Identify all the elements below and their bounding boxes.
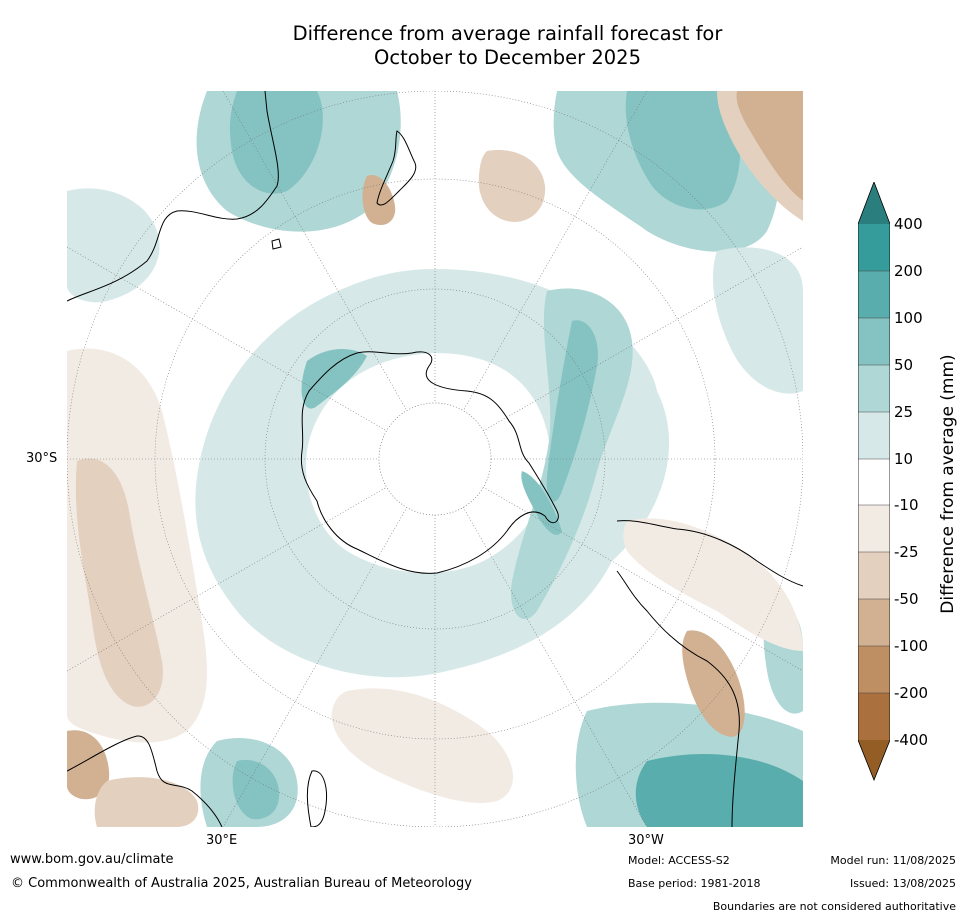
map-canvas	[67, 91, 803, 827]
anomaly-antarctic-coast-w	[301, 349, 367, 409]
colorbar-segment-100-200	[858, 271, 890, 318]
anomaly-dry-ne-corner	[736, 91, 803, 201]
tasmania-coastline	[271, 238, 282, 250]
colorbar-segment-neutral	[858, 459, 890, 505]
model-text: Model: ACCESS-S2	[628, 854, 730, 867]
longitude-label-east: 30°E	[206, 833, 238, 848]
colorbar-segment-m25-m10	[858, 505, 890, 552]
madagascar-coastline	[306, 770, 327, 827]
africa-coastline	[67, 735, 223, 827]
colorbar-segment-m400-m200	[858, 693, 890, 740]
anomaly-dry-tasman	[478, 150, 546, 222]
anomaly-core-atlantic	[546, 320, 598, 502]
latitude-label: 30°S	[26, 451, 58, 466]
copyright-text: © Commonwealth of Australia 2025, Austra…	[11, 876, 472, 891]
colorbar-tick-label: -50	[894, 590, 919, 608]
rainfall-anomaly-map	[67, 91, 803, 827]
colorbar-tick-label: -25	[894, 543, 919, 561]
map-title-line-1: Difference from average rainfall forecas…	[292, 22, 723, 45]
colorbar-title: Difference from average (mm)	[938, 354, 958, 614]
colorbar	[858, 182, 890, 782]
anomaly-dry-s-africa	[94, 777, 199, 827]
anomaly-nw-core	[229, 91, 323, 194]
anomaly-east-pacific	[712, 247, 803, 394]
colorbar-segment-50-100	[858, 318, 890, 365]
colorbar-tick-label: -200	[894, 684, 929, 702]
antarctica-coastline	[300, 351, 559, 574]
negative-anomaly-areas	[67, 91, 803, 827]
anomaly-dry-south-atlantic	[331, 688, 514, 803]
disclaimer-text: Boundaries are not considered authoritat…	[712, 900, 956, 913]
colorbar-outline	[858, 182, 890, 782]
colorbar-tick-label: 25	[894, 403, 914, 421]
colorbar-tick-label: 50	[894, 356, 914, 374]
colorbar-segment-m200-m100	[858, 646, 890, 693]
colorbar-segment-25-50	[858, 365, 890, 412]
colorbar-segment-200-400	[858, 224, 890, 271]
new-zealand-coastline	[376, 130, 417, 206]
anomaly-ne-core	[625, 91, 741, 210]
australia-coastline	[67, 91, 279, 302]
south-pole-hole	[378, 402, 492, 516]
colorbar-segment-m50-m25	[858, 552, 890, 599]
colorbar-segment-10-25	[858, 412, 890, 459]
colorbar-tick-label: -10	[894, 496, 919, 514]
longitude-label-west: 30°W	[628, 833, 664, 848]
colorbar-tick-label: -400	[894, 731, 929, 749]
colorbar-tick-label: 100	[894, 309, 923, 327]
anomaly-dry-indian-core	[75, 458, 163, 707]
anomaly-madagascar-core	[232, 759, 280, 820]
colorbar-segment-gt-400	[858, 182, 890, 224]
anomaly-antarctic-peninsula	[521, 471, 562, 535]
anomaly-dry-south-america	[623, 518, 803, 651]
anomaly-se-brazil-core	[635, 753, 803, 827]
coastlines	[67, 91, 803, 827]
colorbar-tick-label: 10	[894, 450, 914, 468]
map-title-line-2: October to December 2025	[374, 46, 641, 69]
map-title: Difference from average rainfall forecas…	[130, 22, 885, 70]
south-america-coastline	[616, 520, 803, 827]
colorbar-tick-label: 200	[894, 262, 923, 280]
issued-text: Issued: 13/08/2025	[849, 877, 956, 890]
colorbar-segment-lt-m400	[858, 740, 890, 780]
anomaly-dry-chile	[682, 630, 745, 737]
colorbar-segment-m100-m50	[858, 599, 890, 646]
model-run-text: Model run: 11/08/2025	[830, 854, 956, 867]
colorbar-tick-label: -100	[894, 637, 929, 655]
anomaly-dry-nz	[362, 175, 396, 226]
base-period-text: Base period: 1981-2018	[628, 877, 761, 890]
website-link[interactable]: www.bom.gov.au/climate	[10, 852, 174, 867]
anomaly-dry-sw-corner	[67, 730, 110, 800]
colorbar-tick-label: 400	[894, 215, 923, 233]
anomaly-west-pacific	[67, 188, 160, 303]
anomaly-dry-ne-corner-outer	[717, 91, 803, 221]
